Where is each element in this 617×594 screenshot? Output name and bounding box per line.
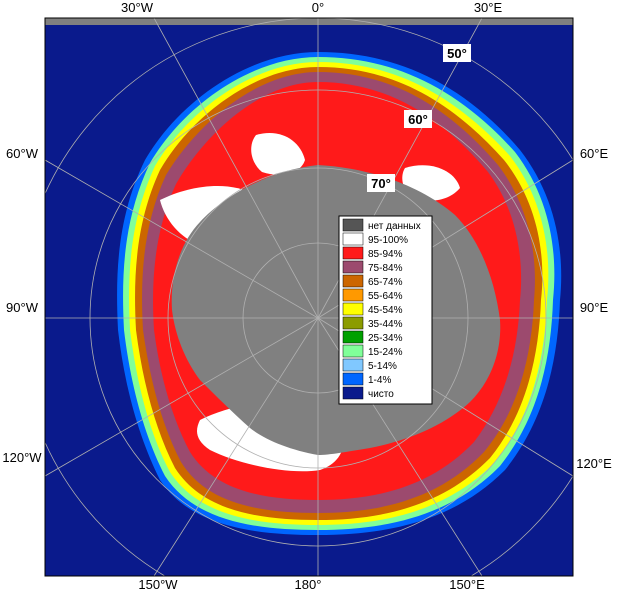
lon-label-120w: 120°W [2, 450, 42, 465]
lat-label-60: 60° [408, 112, 428, 127]
legend: нет данных 95-100% 85-94% 75-84% 65-74% 55-64… [338, 215, 433, 405]
lon-label-60e: 60°E [580, 146, 609, 161]
legend-swatch [342, 232, 364, 246]
legend-swatch [342, 288, 364, 302]
legend-swatch [342, 218, 364, 232]
legend-label: 65-74% [368, 277, 403, 288]
legend-label: 5-14% [368, 361, 397, 372]
lon-label-60w: 60°W [6, 146, 39, 161]
graticule [45, 18, 573, 576]
lat-label-70: 70° [371, 176, 391, 191]
legend-label: 1-4% [368, 375, 391, 386]
lon-label-30e: 30°E [474, 0, 503, 15]
lon-label-0: 0° [312, 0, 324, 15]
lon-label-150e: 150°E [449, 577, 485, 592]
legend-label: 85-94% [368, 249, 403, 260]
map-border [44, 17, 574, 577]
legend-label: 35-44% [368, 319, 403, 330]
legend-label: 95-100% [368, 235, 408, 246]
lat-label-box [404, 110, 432, 128]
legend-swatch [342, 316, 364, 330]
ice-patch-95-100 [251, 132, 305, 175]
legend-swatch [342, 302, 364, 316]
no-data-strip [45, 18, 573, 25]
legend-swatch [342, 344, 364, 358]
legend-swatch [342, 246, 364, 260]
legend-label: чисто [368, 389, 394, 400]
lat-label-box [443, 44, 471, 62]
legend-swatch [342, 358, 364, 372]
legend-swatch [342, 260, 364, 274]
legend-swatch [342, 330, 364, 344]
lat-label-box [367, 174, 395, 192]
legend-label: 25-34% [368, 333, 403, 344]
lat-label-50: 50° [447, 46, 467, 61]
lon-label-180: 180° [295, 577, 322, 592]
legend-label: 55-64% [368, 291, 403, 302]
lon-label-150w: 150°W [138, 577, 178, 592]
legend-label: нет данных [368, 221, 421, 232]
legend-swatch [342, 274, 364, 288]
legend-label: 45-54% [368, 305, 403, 316]
lon-label-90e: 90°E [580, 300, 609, 315]
legend-label: 15-24% [368, 347, 403, 358]
legend-swatch [342, 386, 364, 400]
lon-label-30w: 30°W [121, 0, 154, 15]
legend-label: 75-84% [368, 263, 403, 274]
lon-label-90w: 90°W [6, 300, 39, 315]
lon-label-120e: 120°E [576, 456, 612, 471]
legend-swatch [342, 372, 364, 386]
